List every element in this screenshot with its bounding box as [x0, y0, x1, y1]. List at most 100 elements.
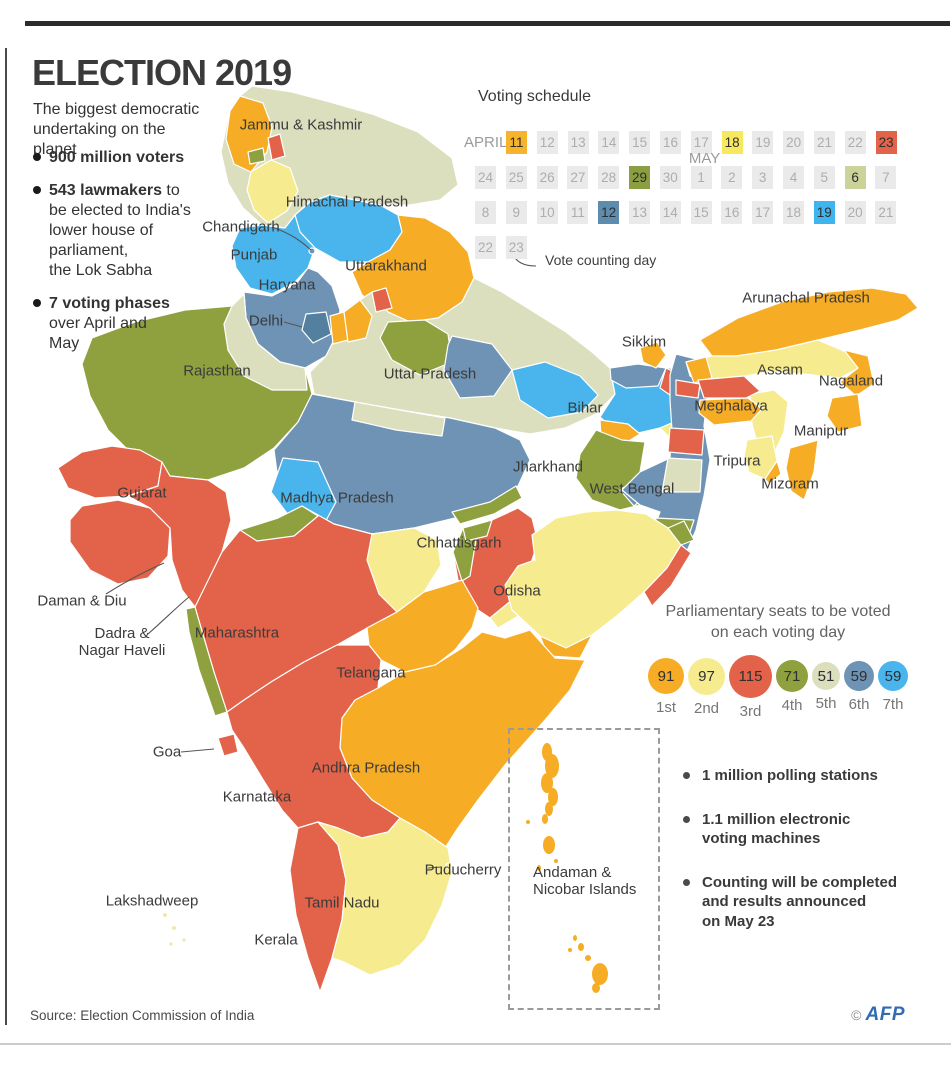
phase-ordinal: 3rd	[739, 702, 762, 720]
calendar-day-3: 3	[752, 166, 774, 189]
schedule-title: Voting schedule	[478, 88, 591, 105]
fact-item: 1.1 million electronic voting machines	[683, 810, 938, 849]
calendar-day-16: 16	[721, 201, 743, 224]
map-label-daman-diu: Daman & Diu	[37, 592, 127, 610]
legend-phase-6th: 59 6th	[844, 661, 874, 713]
calendar-day-23: 23	[505, 236, 527, 259]
calendar-day-28: 28	[598, 166, 620, 189]
afp-logo: AFP	[865, 1004, 905, 1025]
footer-rule	[0, 1043, 951, 1045]
intro-bullet: 900 million voters	[33, 148, 258, 168]
state-meghalaya	[697, 375, 763, 426]
calendar-day-15: 15	[690, 201, 712, 224]
copyright-symbol: ©	[851, 1007, 862, 1023]
map-label-dadra-nagar-haveli: Dadra & Nagar Haveli	[78, 624, 166, 659]
calendar-day-14: 14	[598, 131, 620, 154]
calendar-day-20: 20	[844, 201, 866, 224]
map-label-chandigarh: Chandigarh	[202, 218, 280, 236]
calendar-day-17: 17	[690, 131, 712, 154]
phase-ordinal: 2nd	[693, 699, 720, 717]
calendar-day-22: 22	[844, 131, 866, 154]
calendar-day-29-phase4: 29	[629, 166, 650, 189]
phase-ordinal: 6th	[848, 696, 870, 714]
fact-text: 1.1 million electronic voting machines	[702, 810, 851, 848]
map-label-bihar: Bihar	[567, 399, 603, 417]
map-label-himachal-pradesh: Himachal Pradesh	[285, 193, 409, 211]
puducherry-dot	[445, 862, 453, 870]
state-maharashtra	[185, 505, 442, 717]
calendar-day-19-phase7: 19	[813, 201, 835, 224]
calendar-day-1: 1	[690, 166, 712, 189]
bullet-dot	[683, 772, 690, 779]
map-label-jammu-kashmir: Jammu & Kashmir	[239, 116, 363, 134]
state-manipur	[826, 393, 863, 433]
voting-calendar: APRIL 11 12 13 14 15 16 17 18 19 20 21 22 23 24 25 26 27…	[464, 131, 929, 301]
intro-bullet: 7 voting phases over April and May	[33, 294, 258, 354]
map-label-nagaland: Nagaland	[818, 372, 884, 390]
fact-item: Counting will be completed and results a…	[683, 873, 938, 932]
state-goa	[217, 733, 239, 757]
map-label-chhattisgarh: Chhattisgarh	[416, 534, 502, 552]
map-label-mizoram: Mizoram	[761, 475, 819, 493]
fact-text: Counting will be completed and results a…	[702, 873, 897, 930]
intro-text: The biggest democratic undertaking on th…	[33, 101, 200, 158]
state-sikkim	[639, 341, 667, 369]
map-label-tamil-nadu: Tamil Nadu	[304, 894, 380, 912]
map-label-kerala: Kerala	[254, 931, 298, 949]
phase-seats-circle: 59	[878, 661, 908, 692]
may-label: MAY	[688, 150, 721, 167]
map-label-arunachal-pradesh: Arunachal Pradesh	[742, 289, 870, 307]
calendar-day-2: 2	[721, 166, 743, 189]
map-label-assam: Assam	[757, 361, 803, 379]
calendar-day-16: 16	[660, 131, 681, 154]
calendar-day-17: 17	[752, 201, 774, 224]
map-label-puducherry: Puducherry	[424, 861, 502, 879]
calendar-day-23-phase3: 23	[875, 131, 897, 154]
bullet-dot	[33, 153, 41, 161]
andaman-inset-box	[508, 728, 660, 1010]
phase-seats-circle: 59	[844, 661, 874, 692]
state-rajasthan	[81, 293, 313, 481]
state-karnataka	[226, 644, 401, 839]
header-rule	[25, 21, 950, 26]
afp-credit: © AFP	[851, 1004, 905, 1026]
map-label-uttar-pradesh: Uttar Pradesh	[383, 365, 477, 383]
map-label-tripura: Tripura	[713, 452, 761, 470]
state-delhi	[301, 311, 332, 344]
calendar-day-20: 20	[783, 131, 805, 154]
map-label-karnataka: Karnataka	[222, 788, 292, 806]
calendar-day-12-phase6: 12	[598, 201, 620, 224]
legend-title: Parliamentary seats to be voted on each …	[665, 603, 891, 641]
calendar-day-11: 11	[567, 201, 589, 224]
map-label-uttarakhand: Uttarakhand	[345, 257, 427, 275]
calendar-day-27: 27	[567, 166, 589, 189]
state-tripura	[743, 435, 782, 485]
bullet-dot	[683, 878, 690, 886]
fact-item: 1 million polling stations	[683, 766, 938, 786]
vote-counting-note: Vote counting day	[545, 252, 657, 268]
calendar-day-8: 8	[475, 201, 496, 224]
calendar-day-11-phase1: 11	[506, 131, 527, 154]
map-label-sikkim: Sikkim	[621, 333, 667, 351]
map-label-punjab: Punjab	[230, 246, 278, 264]
intro-bullet-text: 7 voting phases over April and May	[49, 295, 170, 352]
calendar-day-12: 12	[536, 131, 558, 154]
calendar-day-21: 21	[875, 201, 897, 224]
calendar-day-24: 24	[475, 166, 496, 189]
intro-bullet-text: 543 lawmakers to be elected to India's l…	[49, 182, 191, 279]
calendar-day-25: 25	[505, 166, 527, 189]
legend-phase-2nd: 97 2nd	[688, 657, 725, 717]
calendar-day-21: 21	[814, 131, 835, 154]
state-uttar-pradesh	[309, 277, 616, 435]
state-mizoram	[785, 439, 819, 501]
legend-phase-5th: 51 5th	[812, 662, 840, 712]
intro-bullet: 543 lawmakers to be elected to India's l…	[33, 181, 258, 281]
legend-phase-3rd: 115 3rd	[729, 654, 772, 720]
andaman-nicobar-islands	[526, 743, 608, 993]
map-label-gujarat: Gujarat	[117, 484, 167, 502]
calendar-day-18: 18	[783, 201, 804, 224]
phase-seats-circle: 91	[648, 658, 684, 695]
state-tamil-nadu	[317, 817, 453, 976]
calendar-day-19: 19	[752, 131, 774, 154]
